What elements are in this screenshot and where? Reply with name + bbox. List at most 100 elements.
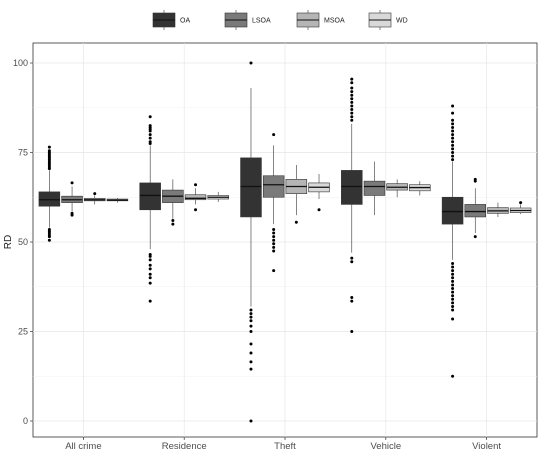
iqr-box [38,191,61,207]
outlier-point [148,267,152,271]
y-axis-title: RD [3,235,14,249]
outlier-point [451,129,455,133]
outlier-point [451,125,455,129]
box-oa-all-crime [38,145,61,242]
boxes-layer [38,61,532,423]
outlier-point [47,145,51,149]
legend-entry-wd: WD [368,10,408,30]
outlier-point [148,281,152,285]
legend-label: WD [396,18,408,25]
outlier-point [451,143,455,147]
outlier-point [148,124,152,128]
legend-entry-oa: OA [152,10,190,30]
outlier-point [272,235,276,239]
outlier-point [451,290,455,294]
box-lsoa-theft [262,133,285,273]
box-wd-all-crime [106,197,129,203]
outlier-point [350,295,354,299]
outlier-point [317,208,321,212]
box-lsoa-residence [162,179,184,226]
outlier-point [171,219,175,223]
outlier-point [350,86,354,90]
y-tick-label: 75 [18,148,28,158]
outlier-point [148,276,152,280]
outlier-point [249,312,253,316]
outlier-point [194,208,198,212]
iqr-box [363,180,386,196]
box-msoa-violent [487,202,509,217]
outlier-point [272,133,276,137]
outlier-point [473,177,477,181]
box-wd-theft [308,173,330,212]
outlier-point [451,122,455,126]
outlier-point [148,299,152,303]
outlier-point [249,61,253,65]
box-wd-vehicle [409,181,431,196]
outlier-point [451,261,455,265]
box-lsoa-violent [464,177,486,239]
outlier-point [451,151,455,154]
outlier-point [451,287,455,291]
legend-entry-msoa: MSOA [296,10,345,30]
outlier-point [93,192,97,196]
legend-entry-lsoa: LSOA [224,10,271,30]
outlier-point [272,238,276,242]
outlier-point [350,90,354,94]
outlier-point [148,133,152,137]
box-oa-residence [139,115,161,303]
outlier-point [350,118,354,122]
box-msoa-theft [285,165,308,224]
y-tick-label: 25 [18,327,28,337]
outlier-point [451,133,455,137]
outlier-point [451,158,455,162]
outlier-point [249,315,253,319]
box-msoa-vehicle [386,179,408,198]
outlier-point [451,308,455,312]
box-oa-theft [240,61,262,423]
x-tick-label-violent: Violent [472,441,501,452]
outlier-point [249,319,253,323]
outlier-point [350,108,354,112]
outlier-point [194,183,198,187]
y-axis: 0 25 50 75 100 [13,58,33,426]
y-tick-label: 100 [13,58,28,68]
outlier-point [47,149,51,153]
outlier-point [350,330,354,333]
iqr-box [139,182,161,211]
outlier-point [451,317,455,321]
outlier-point [451,111,455,115]
outlier-point [249,342,253,346]
outlier-point [451,272,455,276]
iqr-box [464,204,486,218]
outlier-point [148,140,152,144]
outlier-point [451,140,455,144]
outlier-point [451,136,455,140]
outlier-point [473,235,477,239]
outlier-point [272,245,276,249]
outlier-point [350,81,354,85]
outlier-point [350,256,354,260]
x-tick-label-all-crime: All crime [65,441,101,452]
y-tick-label: 0 [23,416,28,426]
outlier-point [70,181,74,185]
box-msoa-residence [184,183,207,212]
legend-label: MSOA [324,18,345,25]
outlier-point [148,258,152,262]
x-tick-label-theft: Theft [274,441,296,452]
outlier-point [451,265,455,269]
outlier-point [249,367,253,371]
iqr-box [240,157,262,218]
outlier-point [70,211,74,215]
outlier-point [451,154,455,158]
outlier-point [249,360,253,364]
outlier-point [272,231,276,235]
outlier-point [249,308,253,312]
outlier-point [350,100,354,104]
box-oa-vehicle [341,77,363,333]
y-tick-label: 50 [18,237,28,247]
box-lsoa-all-crime [61,181,83,217]
outlier-point [148,115,152,119]
outlier-point [272,249,276,253]
outlier-point [249,324,253,328]
